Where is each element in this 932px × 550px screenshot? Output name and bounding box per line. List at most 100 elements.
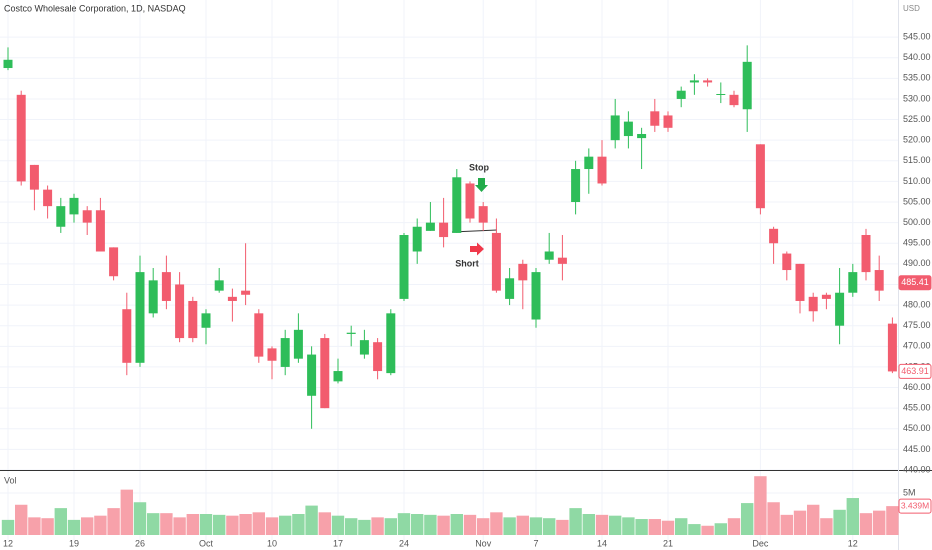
y-tick-label: 530.00 (903, 93, 931, 103)
volume-bar (437, 515, 450, 535)
candle-body (201, 313, 211, 328)
x-tick-label: 17 (333, 538, 343, 548)
volume-bar (490, 512, 503, 535)
candle-body (109, 247, 119, 277)
volume-bar (94, 515, 107, 535)
volume-bar (661, 520, 675, 535)
candle-body (161, 272, 171, 301)
volume-bar (886, 506, 899, 535)
volume-bar (424, 514, 437, 535)
candle-body (95, 210, 105, 252)
volume-bar (846, 498, 859, 535)
currency: USD (903, 4, 920, 13)
x-tick-label: 14 (597, 538, 607, 548)
x-tick-label: 10 (267, 538, 277, 548)
candle-body (227, 296, 237, 301)
candle-body (307, 354, 317, 396)
volume-bar (675, 518, 688, 535)
candle-body (729, 94, 739, 106)
volume-bar (371, 517, 384, 535)
y-tick-label: 455.00 (903, 403, 931, 413)
volume-bar (1, 519, 15, 535)
candle-body (861, 235, 871, 273)
volume-bar (331, 515, 345, 535)
candle-body (135, 272, 145, 363)
volume-bar (305, 505, 318, 535)
annotation: Short (455, 258, 479, 268)
volume-bar (186, 514, 199, 535)
volume-bar (384, 518, 397, 535)
volume-bar (569, 508, 582, 535)
volume-bar (463, 514, 477, 535)
candle-body (412, 226, 422, 252)
candle-body (518, 263, 528, 281)
volume-bar (780, 514, 793, 535)
candle-body (425, 222, 435, 231)
candle-body (148, 280, 158, 314)
volume-bar (345, 518, 358, 535)
candle-body (333, 371, 343, 382)
volume-bar (648, 519, 661, 535)
volume-bar (279, 515, 292, 535)
candle-body (544, 251, 554, 260)
y-tick-label: 505.00 (903, 196, 931, 206)
candle-body (505, 278, 515, 299)
candle-body (267, 348, 277, 361)
volume-label: 3.439M (901, 500, 929, 510)
y-tick-label: 545.00 (903, 31, 931, 41)
volume-bar (28, 517, 41, 535)
volume-bar (833, 509, 846, 535)
volume-bar (81, 517, 94, 535)
candle-body (874, 270, 884, 291)
candle-body (557, 257, 567, 264)
volume-bar (41, 518, 54, 535)
candle-body (637, 133, 647, 139)
candle-body (887, 323, 897, 372)
volume-bar (609, 515, 622, 535)
labels: 440.00445.00450.00455.00460.00465.00470.… (3, 31, 932, 548)
price-label-box (898, 275, 932, 291)
volume-bar (635, 519, 648, 535)
volume-bar (15, 504, 28, 535)
candle-body (491, 232, 501, 291)
candle-body (531, 272, 541, 320)
volume-bar (120, 489, 133, 535)
candle-body (293, 329, 303, 359)
y-tick-label: 500.00 (903, 217, 931, 227)
volume-bar (767, 502, 780, 535)
y-tick-label: 510.00 (903, 176, 931, 186)
volume-bar (859, 513, 873, 535)
volume-bar (701, 525, 714, 535)
volume-bar (147, 513, 160, 535)
chart-title: Costco Wholesale Corporation, 1D, NASDAQ (4, 3, 186, 13)
annotation: Stop (469, 162, 489, 172)
y-tick-label: 470.00 (903, 341, 931, 351)
candle-body (122, 309, 132, 363)
volume-title: Vol (4, 475, 17, 485)
volume-bar (450, 514, 463, 535)
y-tick-label: 5M (903, 487, 916, 497)
candle-body (320, 338, 330, 409)
volume-bar (543, 518, 556, 535)
volume-bar (754, 476, 767, 535)
volume-bar (688, 524, 701, 535)
volume-bar (741, 503, 754, 535)
candle-body (835, 292, 845, 326)
short-arrow (470, 242, 484, 256)
y-tick-label: 475.00 (903, 320, 931, 330)
volume-bar (265, 517, 279, 535)
candle-body (439, 222, 449, 238)
candle-body (452, 177, 462, 233)
stop-arrow (475, 178, 488, 192)
x-tick-label: 24 (399, 538, 409, 548)
volume-bar (133, 502, 147, 535)
volume-bar (556, 519, 569, 535)
y-tick-label: 490.00 (903, 258, 931, 268)
volume-bar (213, 514, 226, 535)
volume-bar (582, 514, 595, 535)
x-tick-label: 12 (848, 538, 858, 548)
candle-body (465, 183, 475, 219)
candle-body (755, 144, 765, 209)
candle-body (254, 313, 264, 357)
